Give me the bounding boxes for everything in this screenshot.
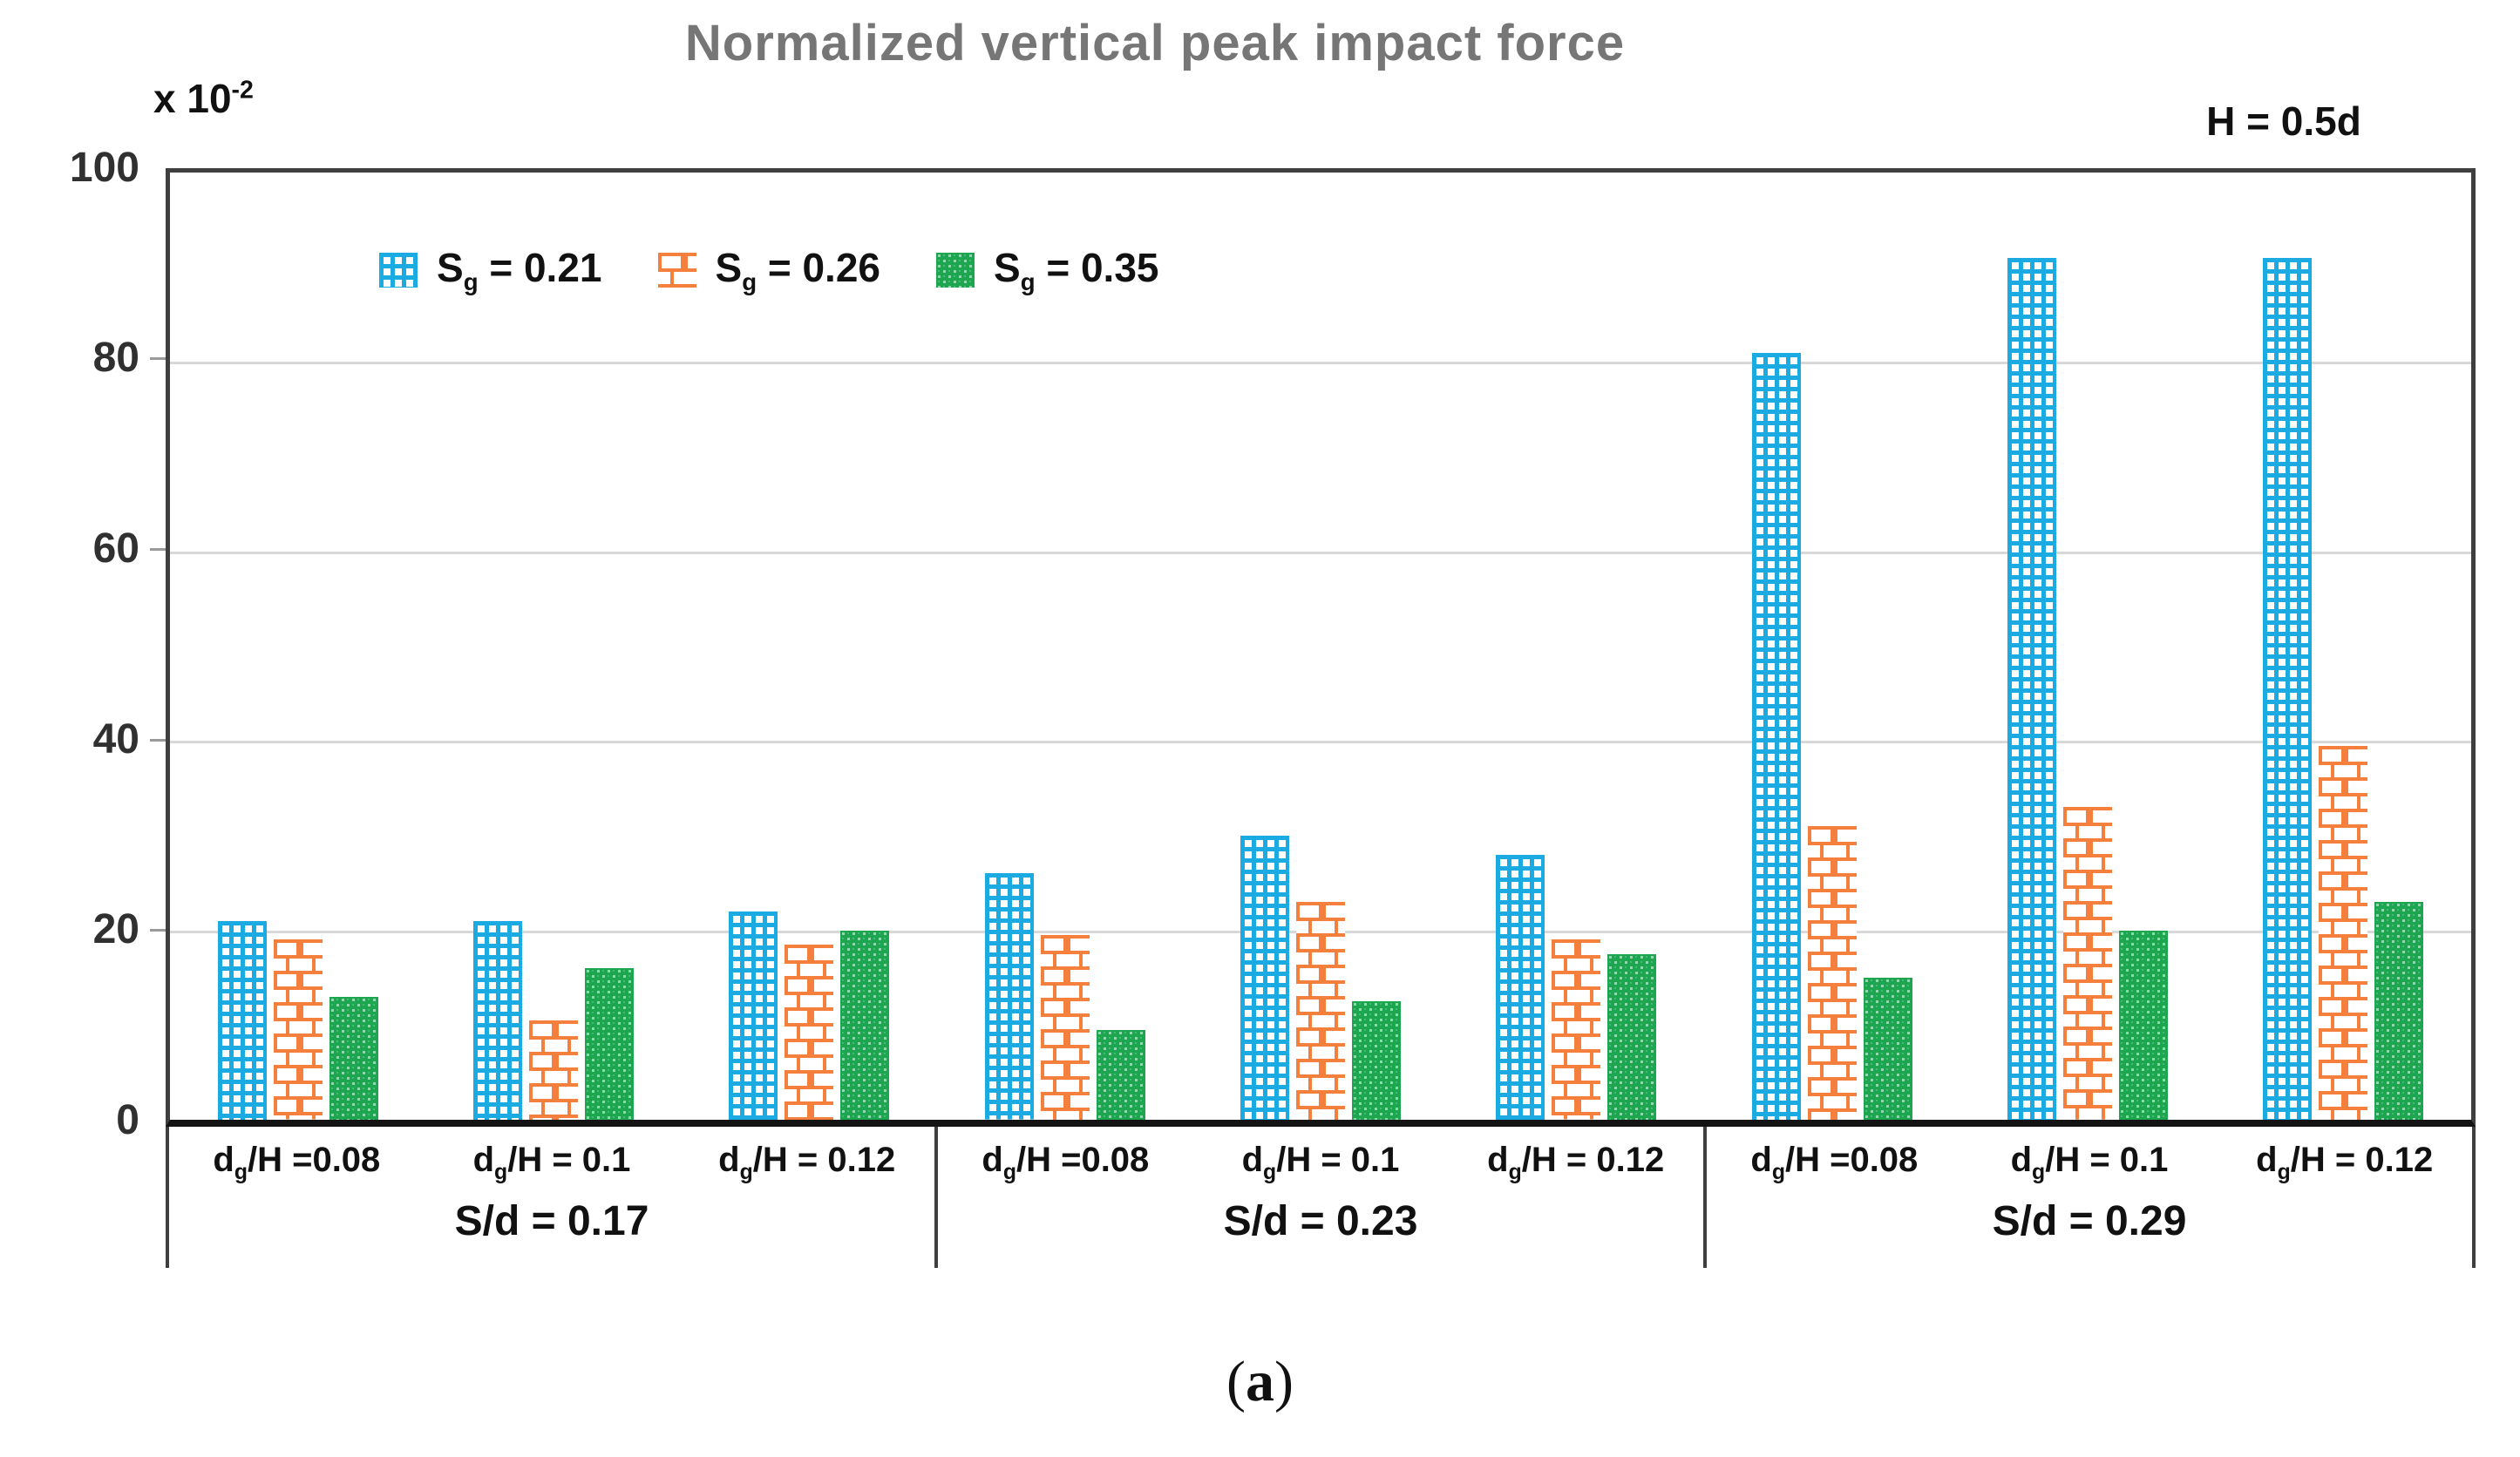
group-label-2: S/d = 0.29 <box>1992 1198 2187 1244</box>
y-tick-60: 60 <box>92 525 139 572</box>
bar-cluster-2-2 <box>2216 173 2471 1120</box>
bar-series-1 <box>1295 902 1345 1120</box>
y-tick-40: 40 <box>92 716 139 762</box>
x-group-1: dg/H =0.08 dg/H = 0.1 dg/H = 0.12 S/d = 0.2… <box>938 1127 1707 1268</box>
bar-series-2 <box>2118 930 2168 1120</box>
cluster-label-1-1: dg/H = 0.1 <box>1241 1141 1400 1184</box>
y-tick-0: 0 <box>116 1097 139 1143</box>
cluster-label-0-2: dg/H = 0.12 <box>718 1141 896 1184</box>
group-label-1: S/d = 0.23 <box>1223 1198 1418 1244</box>
gridline-60 <box>170 551 2471 554</box>
x-axis-label-strip: dg/H =0.08 dg/H = 0.1 dg/H = 0.12 S/d = 0.1… <box>166 1127 2476 1268</box>
bar-cluster-0-0 <box>170 173 425 1120</box>
y-axis-multiplier-exponent: -2 <box>231 76 254 105</box>
gridline-80 <box>170 362 2471 365</box>
bar-cluster-1-0 <box>937 173 1192 1120</box>
gridline-40 <box>170 741 2471 744</box>
y-tick-20: 20 <box>92 906 139 952</box>
legend-item-sg035: Sg = 0.35 <box>936 244 1159 296</box>
plot-area: Sg = 0.21 Sg = 0.26 Sg = 0.35 <box>166 168 2476 1127</box>
legend-item-sg021: Sg = 0.21 <box>379 244 602 296</box>
bar-series-1 <box>2319 745 2368 1120</box>
bar-cluster-2-1 <box>1960 173 2215 1120</box>
bar-series-0 <box>1240 835 1289 1120</box>
bar-series-0 <box>984 873 1034 1120</box>
x-group-0: dg/H =0.08 dg/H = 0.1 dg/H = 0.12 S/d = 0.1… <box>169 1127 938 1268</box>
legend-swatch-grid-icon <box>379 253 418 288</box>
bar-series-1 <box>2062 807 2112 1120</box>
legend-swatch-weave-icon <box>936 253 975 288</box>
y-axis-multiplier: x 10-2 <box>153 75 254 122</box>
chart-title: Normalized vertical peak impact force <box>684 15 1626 71</box>
y-tick-80: 80 <box>92 335 139 381</box>
bar-series-1 <box>1552 939 1601 1120</box>
legend-label: Sg = 0.21 <box>437 245 602 296</box>
cluster-label-0-0: dg/H =0.08 <box>213 1141 381 1184</box>
bar-series-2 <box>1096 1029 1145 1120</box>
bar-cluster-2-0 <box>1704 173 1960 1120</box>
bar-series-2 <box>329 996 378 1120</box>
y-tickmark-20 <box>150 929 166 932</box>
figure-caption: (a) <box>1226 1350 1294 1413</box>
y-tickmark-80 <box>150 357 166 360</box>
cluster-label-2-2: dg/H = 0.12 <box>2256 1141 2434 1184</box>
bar-series-1 <box>273 939 323 1120</box>
bar-series-2 <box>840 930 890 1120</box>
bar-series-1 <box>1040 935 1090 1120</box>
bar-group-1 <box>937 173 1704 1120</box>
bar-series-0 <box>2263 257 2313 1120</box>
bar-cluster-0-1 <box>425 173 681 1120</box>
legend-label: Sg = 0.26 <box>715 245 881 296</box>
bar-cluster-1-2 <box>1449 173 1704 1120</box>
cluster-label-1-2: dg/H = 0.12 <box>1487 1141 1665 1184</box>
bars-layer <box>170 173 2471 1120</box>
bar-series-2 <box>1863 977 1912 1120</box>
bar-series-1 <box>1807 826 1857 1120</box>
cluster-label-2-1: dg/H = 0.1 <box>2010 1141 2169 1184</box>
cluster-label-1-0: dg/H =0.08 <box>982 1141 1150 1184</box>
bar-series-1 <box>528 1020 578 1120</box>
condition-annotation: H = 0.5d <box>2206 98 2361 144</box>
bar-series-2 <box>584 968 634 1120</box>
legend-item-sg026: Sg = 0.26 <box>657 244 881 296</box>
group-label-0: S/d = 0.17 <box>454 1198 649 1244</box>
bar-series-0 <box>1496 854 1545 1120</box>
bar-series-0 <box>217 920 267 1120</box>
bar-series-2 <box>1351 1001 1401 1120</box>
cluster-label-0-1: dg/H = 0.1 <box>472 1141 631 1184</box>
bar-series-0 <box>2007 257 2056 1120</box>
legend-swatch-brick-icon <box>657 253 696 288</box>
bar-group-0 <box>170 173 937 1120</box>
bar-series-2 <box>2374 902 2424 1120</box>
bar-group-2 <box>1704 173 2471 1120</box>
bar-series-0 <box>1751 352 1801 1120</box>
legend: Sg = 0.21 Sg = 0.26 Sg = 0.35 <box>379 244 1159 296</box>
bar-cluster-0-2 <box>682 173 937 1120</box>
bar-series-0 <box>472 920 522 1120</box>
y-tick-100: 100 <box>69 145 139 191</box>
bar-series-1 <box>785 944 834 1120</box>
cluster-label-2-0: dg/H =0.08 <box>1750 1141 1919 1184</box>
x-group-2: dg/H =0.08 dg/H = 0.1 dg/H = 0.12 S/d = 0.2… <box>1707 1127 2472 1268</box>
bar-series-0 <box>729 911 778 1120</box>
legend-label: Sg = 0.35 <box>994 245 1159 296</box>
caption-letter: a <box>1246 1350 1274 1413</box>
bar-cluster-1-1 <box>1192 173 1448 1120</box>
y-tickmark-60 <box>150 548 166 551</box>
y-axis-multiplier-prefix: x 10 <box>153 76 232 121</box>
y-tickmark-40 <box>150 739 166 742</box>
bar-series-2 <box>1607 953 1657 1120</box>
